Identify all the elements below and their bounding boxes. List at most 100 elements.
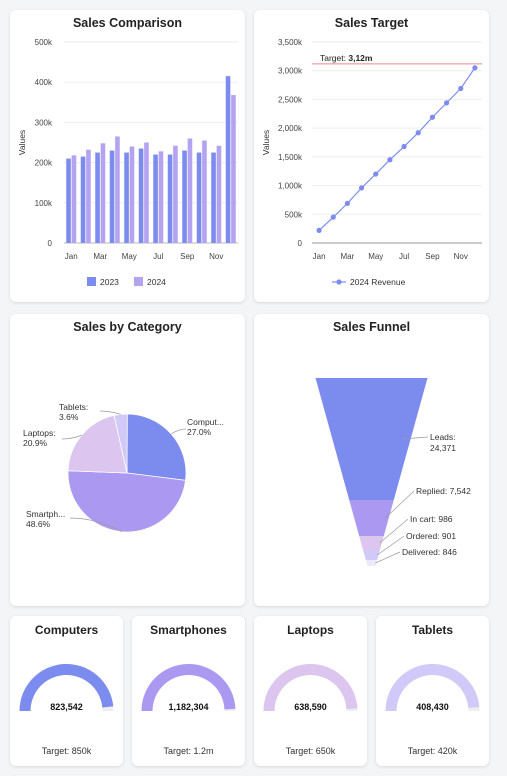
funnel-label: Ordered: 901 bbox=[406, 531, 456, 541]
y-tick-label: 500k bbox=[285, 210, 303, 219]
sales-by-category-title: Sales by Category bbox=[73, 320, 182, 334]
funnel-label-value: 846 bbox=[443, 547, 457, 557]
bar-2023 bbox=[167, 154, 173, 243]
gauge-value: 1,182,304 bbox=[168, 702, 208, 712]
target-label-prefix: Target: bbox=[320, 53, 348, 63]
revenue-point bbox=[443, 100, 450, 106]
gauge-fill bbox=[141, 664, 236, 711]
gauge-title: Smartphones bbox=[150, 623, 227, 637]
y-axis-label: Values bbox=[17, 130, 27, 155]
x-tick-label: Mar bbox=[341, 252, 355, 261]
pie-label-percent: 3.6% bbox=[59, 412, 79, 422]
y-tick-label: 1,000k bbox=[278, 182, 303, 191]
gauge-title: Laptops bbox=[287, 623, 334, 637]
funnel-stage-in-cart bbox=[359, 536, 384, 550]
funnel-stage-replied bbox=[349, 500, 394, 536]
sales-funnel-card: Sales Funnel Leads: 24,371 Replied: 7,542 I… bbox=[254, 314, 489, 606]
bar-2024 bbox=[100, 143, 106, 243]
gauge-value: 823,542 bbox=[50, 702, 83, 712]
funnel-label-name: In cart: bbox=[410, 514, 438, 524]
gauge-target-label: Target: 650k bbox=[285, 746, 336, 756]
y-axis-label: Values bbox=[261, 130, 271, 155]
sales-target-chart: 0 500k 1,000k 1,500k 2,000k 2,500k 3,000k 3,500… bbox=[261, 38, 482, 287]
bar-2023 bbox=[182, 150, 187, 243]
funnel-label-value: 986 bbox=[438, 514, 452, 524]
funnel-label-connector bbox=[376, 535, 405, 556]
x-tick-label: Sep bbox=[180, 252, 195, 261]
sales-by-category-chart: Comput...27.0% Smartph...48.6% Laptops:20.… bbox=[23, 402, 224, 533]
y-tick-label: 2,000k bbox=[278, 124, 303, 133]
funnel-label-value: 7,542 bbox=[450, 486, 472, 496]
bar-2024 bbox=[202, 140, 207, 243]
funnel-stage-leads bbox=[315, 378, 428, 500]
gauge-card-smartphones: Smartphones 1,182,304 Target: 1.2m bbox=[132, 616, 245, 766]
funnel-label-name: Replied: bbox=[416, 486, 450, 496]
gauge-chart: 1,182,304 bbox=[141, 664, 236, 712]
y-tick-label: 100k bbox=[35, 199, 53, 208]
bar-2024 bbox=[173, 145, 178, 243]
funnel-label: Replied: 7,542 bbox=[416, 486, 471, 496]
pie-label-percent: 20.9% bbox=[23, 438, 48, 448]
sales-funnel-title: Sales Funnel bbox=[332, 320, 411, 334]
bar-2023 bbox=[196, 152, 202, 243]
funnel-stage-ordered bbox=[363, 550, 380, 560]
funnel-label-value: 24,371 bbox=[430, 443, 456, 453]
pie-slice-computers bbox=[126, 413, 187, 481]
legend-swatch-2024 bbox=[134, 277, 143, 286]
pie-label-percent: 27.0% bbox=[187, 427, 212, 437]
gauge-card-computers: Computers 823,542 Target: 850k bbox=[10, 616, 123, 766]
x-tick-label: Jul bbox=[399, 252, 409, 261]
bar-2023 bbox=[138, 148, 144, 243]
y-tick-label: 3,000k bbox=[278, 67, 303, 76]
pie-label-connector bbox=[69, 517, 123, 533]
gauge-card-tablets: Tablets 408,430 Target: 420k bbox=[376, 616, 489, 766]
bar-2024 bbox=[129, 146, 135, 243]
pie-label-name: Smartph... bbox=[26, 509, 65, 519]
x-tick-label: Nov bbox=[209, 252, 223, 261]
gauge-target-label: Target: 1.2m bbox=[163, 746, 214, 756]
sales-target-card: Sales Target 0 500k 1,000k 1,500k 2,000k 2,50… bbox=[254, 10, 489, 302]
sales-comparison-chart: 0 100k 200k 300k 400k 500k Values Jan Mar May Jul S… bbox=[17, 38, 238, 287]
x-tick-label: Jul bbox=[153, 252, 163, 261]
bar-2024 bbox=[231, 95, 236, 244]
legend-marker bbox=[336, 279, 342, 285]
target-label-value: 3,12m bbox=[348, 53, 373, 63]
pie-label-percent: 48.6% bbox=[26, 519, 51, 529]
gauge-fill bbox=[19, 664, 114, 711]
bar-2024 bbox=[86, 149, 91, 243]
revenue-point bbox=[330, 214, 336, 220]
gauge-chart: 823,542 bbox=[19, 664, 114, 712]
pie-label-connector bbox=[99, 410, 121, 415]
bar-2024 bbox=[115, 136, 120, 243]
gauge-fill bbox=[263, 664, 358, 711]
pie-label-name: Comput... bbox=[187, 417, 224, 427]
y-tick-label: 400k bbox=[35, 78, 53, 87]
sales-by-category-card: Sales by Category Comput... 27.0% Smartph.… bbox=[10, 314, 245, 606]
funnel-label-connector bbox=[375, 551, 401, 564]
x-tick-label: Sep bbox=[425, 252, 440, 261]
x-tick-label: Mar bbox=[93, 252, 107, 261]
gauge-target-label: Target: 420k bbox=[407, 746, 458, 756]
x-tick-label: Nov bbox=[454, 252, 468, 261]
revenue-point bbox=[458, 85, 464, 92]
sales-comparison-card: Sales Comparison 0 100k 200k 300k 400k 500k Va… bbox=[10, 10, 245, 302]
legend-label-revenue: 2024 Revenue bbox=[350, 277, 406, 287]
pie-slice-tablets bbox=[113, 413, 128, 474]
bar-2023 bbox=[211, 152, 216, 243]
revenue-point bbox=[316, 227, 322, 233]
target-label: Target: 3,12m bbox=[320, 53, 373, 63]
bar-2023 bbox=[225, 76, 231, 243]
bar-2024 bbox=[216, 145, 222, 243]
funnel-label: In cart: 986 bbox=[410, 514, 453, 524]
y-tick-label: 3,500k bbox=[278, 38, 303, 47]
sales-target-title: Sales Target bbox=[334, 16, 409, 30]
pie-slice-laptops bbox=[67, 414, 128, 474]
sales-comparison-title: Sales Comparison bbox=[72, 16, 183, 30]
gauge-chart: 408,430 bbox=[385, 664, 480, 712]
x-tick-label: Jan bbox=[313, 252, 326, 261]
y-tick-label: 0 bbox=[298, 239, 303, 248]
x-tick-label: Jan bbox=[65, 252, 78, 261]
y-tick-label: 200k bbox=[35, 159, 53, 168]
funnel-label-name: Delivered: bbox=[402, 547, 443, 557]
bar-2023 bbox=[109, 150, 115, 243]
